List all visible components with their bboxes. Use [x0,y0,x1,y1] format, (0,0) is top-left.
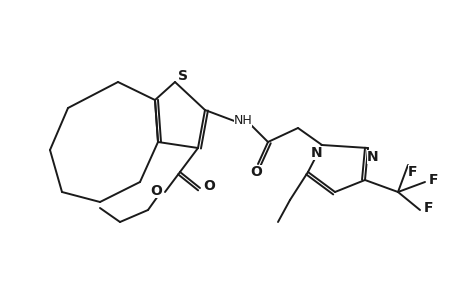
Text: O: O [202,179,214,193]
Text: N: N [310,146,322,160]
Text: F: F [408,165,417,179]
Text: O: O [250,165,261,179]
Text: O: O [150,184,162,198]
Text: N: N [366,150,378,164]
Text: S: S [178,69,188,83]
Text: NH: NH [233,113,252,127]
Text: F: F [428,173,438,187]
Text: F: F [423,201,433,215]
